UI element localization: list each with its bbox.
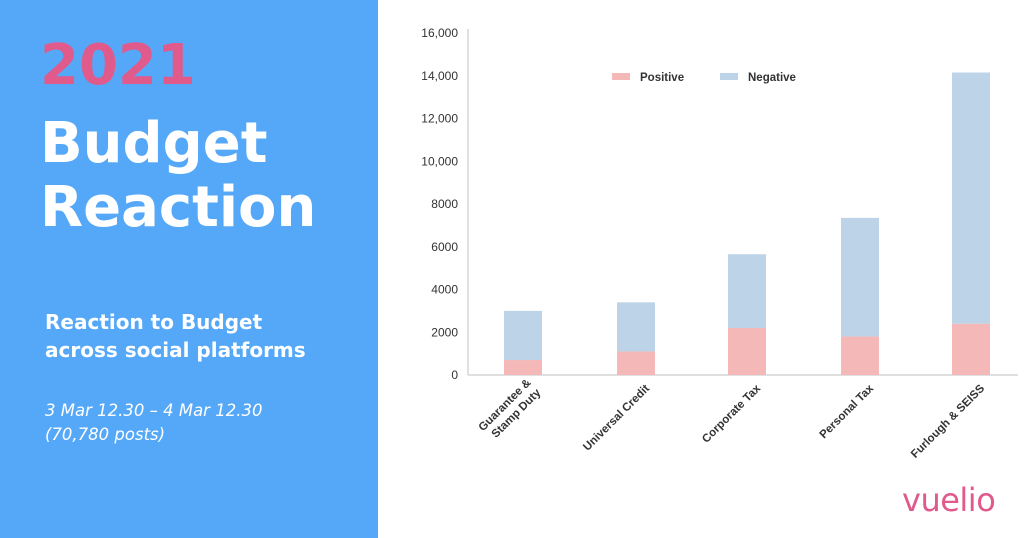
date-line: 3 Mar 12.30 – 4 Mar 12.30 (45, 401, 263, 420)
bar-positive (617, 351, 655, 375)
bar-positive (504, 360, 542, 375)
x-tick-label: Universal Credit (581, 383, 652, 454)
bar-negative (504, 310, 542, 361)
subtitle-line: across social platforms (45, 338, 306, 362)
stacked-bar-chart: 0 2000 4000 6000 8000 10,000 12,000 14,000 16,00… (421, 26, 1018, 461)
x-tick-label: Personal Tax (818, 382, 877, 441)
x-tick-label: Guarantee &Stamp Duty (477, 377, 544, 444)
y-tick-label: 12,000 (421, 112, 458, 126)
bar-negative (841, 217, 879, 337)
x-tick-label: Corporate Tax (700, 382, 763, 445)
x-tick-label: Furlough & SEISS (909, 382, 987, 460)
subtitle: Reaction to Budget across social platfor… (45, 308, 306, 364)
bar-negative (952, 72, 990, 324)
y-tick-label: 6000 (431, 240, 458, 254)
bar-positive (952, 323, 990, 375)
page-title: Budget Reaction (40, 112, 316, 240)
legend-swatch-negative (720, 73, 738, 80)
bar-negative (728, 254, 766, 328)
y-tick-label: 4000 (431, 283, 458, 297)
y-tick-label: 8000 (431, 197, 458, 211)
subtitle-line: Reaction to Budget (45, 310, 263, 334)
y-tick-label: 2000 (431, 325, 458, 339)
y-tick-label: 0 (451, 368, 458, 382)
date-range: 3 Mar 12.30 – 4 Mar 12.30 (70,780 posts) (45, 399, 262, 447)
title-line: Reaction (40, 175, 317, 240)
post-count: (70,780 posts) (45, 425, 166, 444)
bar-negative (617, 302, 655, 352)
y-tick-label: 10,000 (421, 154, 458, 168)
legend-label-negative: Negative (748, 72, 796, 84)
bar-positive (728, 327, 766, 375)
y-tick-label: 14,000 (421, 69, 458, 83)
year-heading: 2021 (40, 33, 196, 98)
legend-label-positive: Positive (640, 72, 684, 84)
legend-swatch-positive (612, 73, 630, 80)
bar-positive (841, 336, 879, 375)
vuelio-logo: vuelio (902, 481, 996, 519)
title-panel: 2021 Budget Reaction Reaction to Budget … (0, 0, 378, 538)
y-tick-label: 16,000 (421, 26, 458, 40)
title-line: Budget (40, 111, 268, 176)
